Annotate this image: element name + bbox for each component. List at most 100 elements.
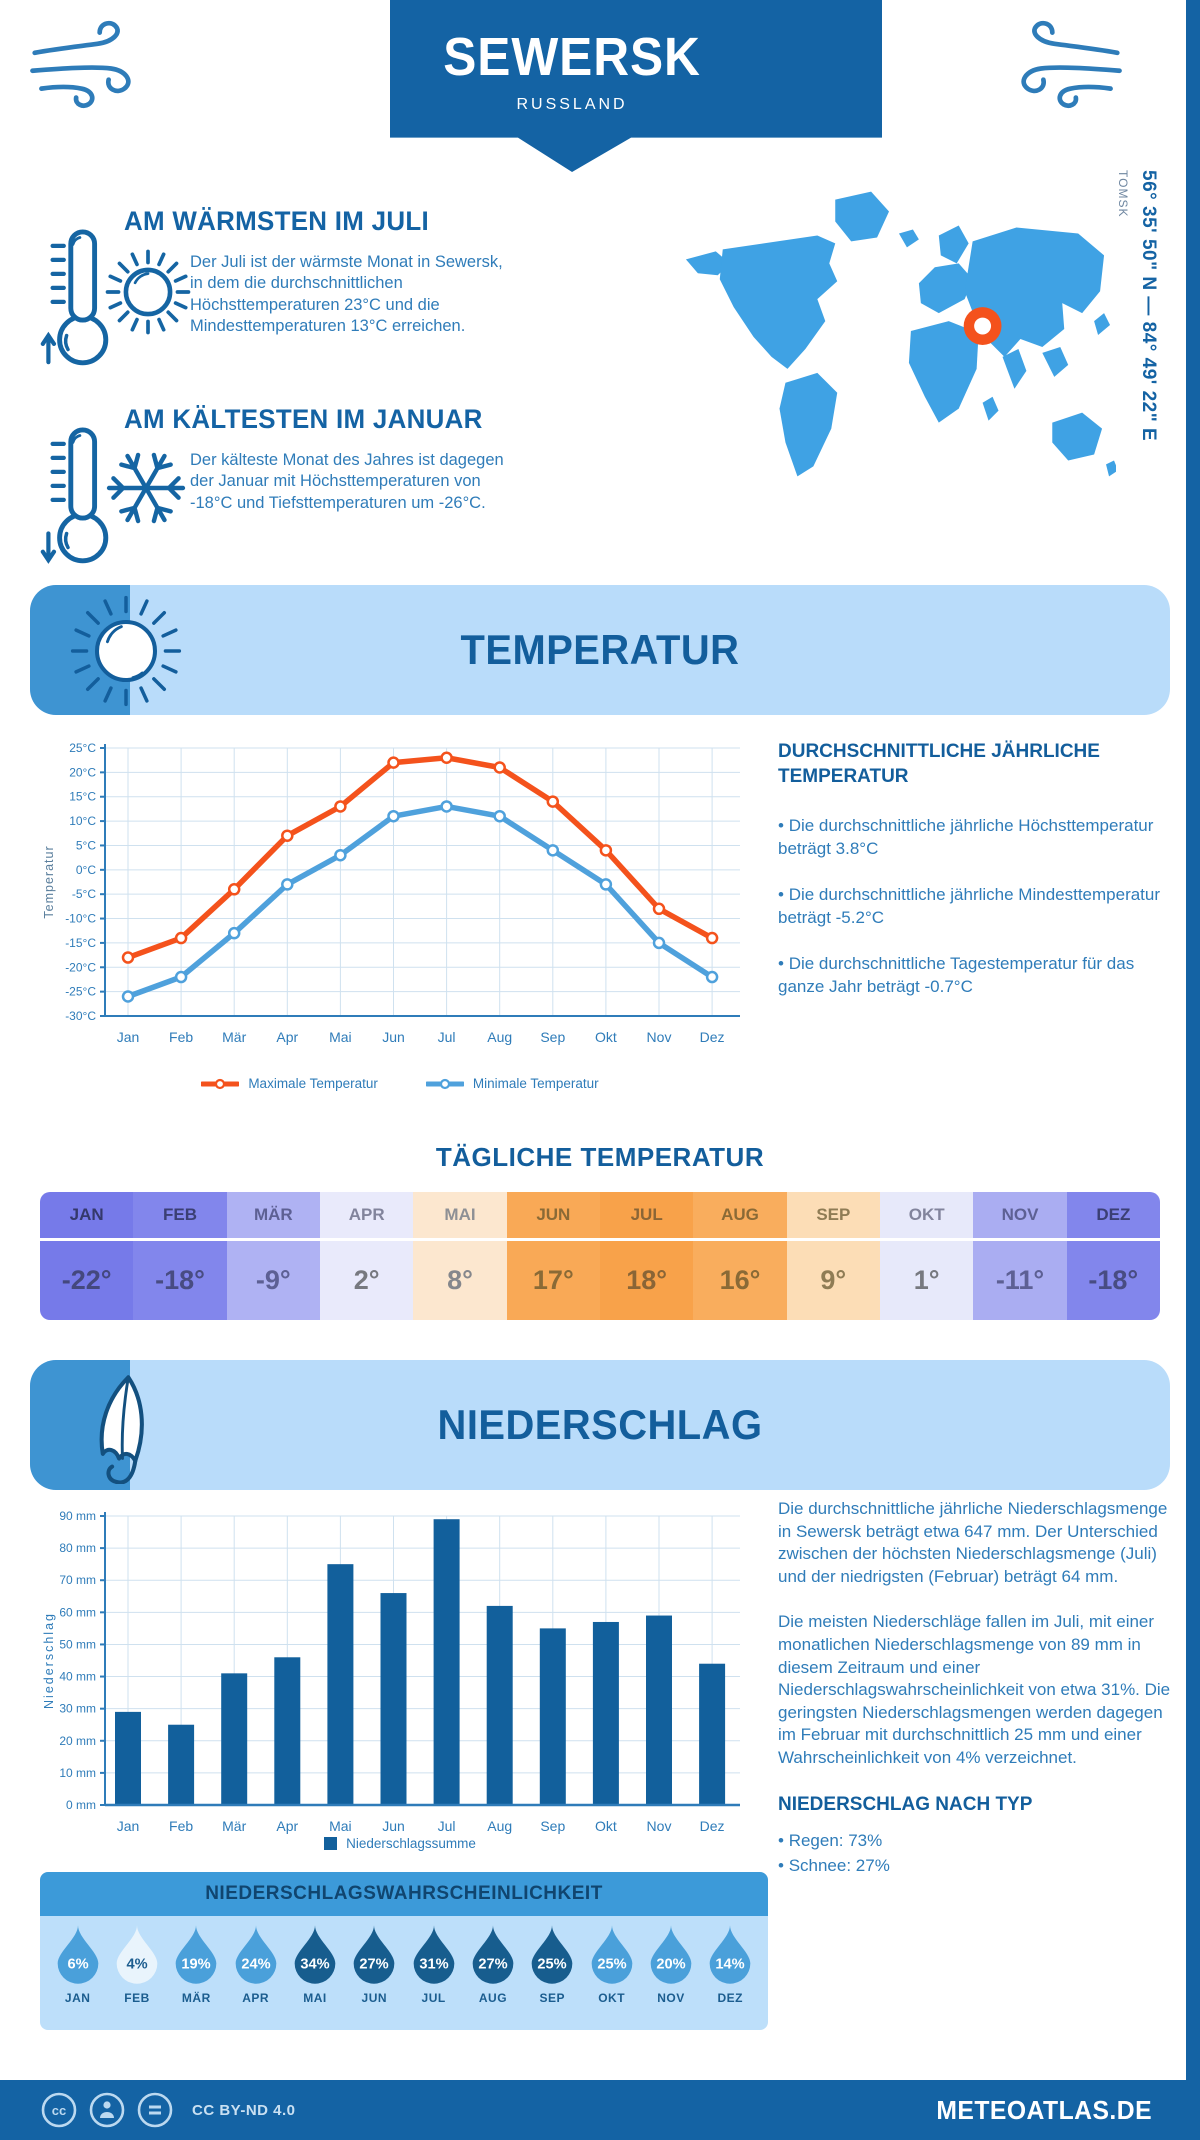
- daily-value: 9°: [786, 1238, 880, 1320]
- probability-column-feb: 4% FEB: [107, 1924, 166, 2030]
- svg-text:20%: 20%: [656, 1956, 685, 1972]
- daily-month-label: AUG: [693, 1192, 787, 1238]
- wind-icon: [1021, 20, 1122, 108]
- daily-column-jun: JUN 17°: [506, 1192, 600, 1320]
- legend-swatch: [201, 1078, 240, 1089]
- daily-temperature-title: TÄGLICHE TEMPERATUR: [435, 1142, 765, 1172]
- svg-text:10 mm: 10 mm: [59, 1766, 96, 1780]
- warmest-title: AM WÄRMSTEN IM JULI: [124, 206, 429, 236]
- legend-item: Niederschlagssumme: [324, 1836, 476, 1851]
- precipitation-paragraphs: Die durchschnittliche jährliche Niedersc…: [778, 1498, 1178, 1770]
- svg-text:27%: 27%: [478, 1956, 507, 1972]
- daily-value: 1°: [880, 1238, 974, 1320]
- svg-text:-5°C: -5°C: [72, 887, 96, 901]
- precipitation-paragraph: Die meisten Niederschläge fallen im Juli…: [778, 1612, 1171, 1768]
- svg-text:40 mm: 40 mm: [59, 1670, 96, 1684]
- temperature-line-chart: Jan Feb Mär Apr Mai Jun Jul Aug Sep Okt Nov Dez -30°…: [42, 741, 740, 1045]
- precipitation-legend: Niederschlagssumme: [40, 1836, 760, 1851]
- daily-column-sep: SEP 9°: [786, 1192, 880, 1320]
- precipitation-bar-chart: 0 mm 10 mm 20 mm 30 mm 40 mm 50 mm 60 mm 70 mm 8…: [42, 1509, 740, 1834]
- probability-column-mär: 19% MÄR: [167, 1924, 226, 2030]
- probability-month-label: MAI: [303, 1991, 327, 2005]
- legend-label: Maximale Temperatur: [248, 1076, 378, 1091]
- svg-text:25%: 25%: [597, 1956, 626, 1972]
- svg-text:Okt: Okt: [595, 1818, 617, 1834]
- svg-text:0°C: 0°C: [76, 863, 96, 877]
- probability-column-aug: 27% AUG: [463, 1924, 522, 2030]
- svg-text:Mär: Mär: [222, 1818, 246, 1834]
- svg-text:34%: 34%: [300, 1956, 329, 1972]
- probability-column-apr: 24% APR: [226, 1924, 285, 2030]
- svg-text:31%: 31%: [419, 1956, 448, 1972]
- droplet-icon: 25%: [531, 1925, 573, 1984]
- map-continents: [685, 191, 1118, 477]
- svg-text:70 mm: 70 mm: [59, 1573, 96, 1587]
- svg-text:Jun: Jun: [382, 1818, 405, 1834]
- svg-text:24%: 24%: [241, 1956, 270, 1972]
- daily-value: 16°: [693, 1238, 787, 1320]
- coldest-text: Der kälteste Monat des Jahres ist dagege…: [190, 451, 504, 512]
- sun-icon: [70, 595, 182, 707]
- annual-temperature-bullets: Die durchschnittliche jährliche Höchstte…: [778, 815, 1176, 998]
- svg-text:25°C: 25°C: [69, 741, 96, 755]
- precipitation-text-column: Die durchschnittliche jährliche Niedersc…: [778, 1498, 1178, 1879]
- probability-column-sep: 25% SEP: [523, 1924, 582, 2030]
- daily-column-jan: JAN -22°: [40, 1192, 134, 1320]
- daily-value: -22°: [40, 1238, 134, 1320]
- droplet-icon: 31%: [413, 1925, 454, 1984]
- daily-value: -18°: [133, 1238, 227, 1320]
- svg-text:20 mm: 20 mm: [59, 1734, 96, 1748]
- droplet-icon: 25%: [591, 1925, 632, 1984]
- daily-column-nov: NOV -11°: [973, 1192, 1067, 1320]
- site-label: METEOATLAS.DE: [936, 2095, 1152, 2125]
- svg-text:Feb: Feb: [169, 1029, 193, 1045]
- svg-text:15°C: 15°C: [69, 790, 96, 804]
- precipitation-by-type-title: NIEDERSCHLAG NACH TYP: [778, 1793, 1033, 1815]
- daily-month-label: JUL: [600, 1192, 694, 1238]
- svg-text:25%: 25%: [538, 1956, 567, 1972]
- probability-month-label: FEB: [124, 1991, 150, 2005]
- page-title: SEWERSK: [443, 27, 701, 87]
- svg-text:Aug: Aug: [487, 1029, 512, 1045]
- svg-text:19%: 19%: [182, 1956, 211, 1972]
- daily-month-label: JUN: [506, 1192, 600, 1238]
- annual-temperature-column: DURCHSCHNITTLICHE JÄHRLICHE TEMPERATUR D…: [778, 740, 1176, 1022]
- droplet-icon: 24%: [235, 1925, 276, 1984]
- coldest-title: AM KÄLTESTEN IM JANUAR: [124, 404, 483, 434]
- daily-column-mai: MAI 8°: [413, 1192, 507, 1320]
- precipitation-by-type-bullets: Regen: 73%Schnee: 27%: [778, 1829, 1178, 1878]
- thermometer-down-icon: [40, 427, 109, 564]
- droplet-icon: 14%: [709, 1925, 751, 1984]
- svg-text:Sep: Sep: [540, 1029, 565, 1045]
- probability-column-nov: 20% NOV: [641, 1924, 700, 2030]
- precipitation-type-bullet: Regen: 73%: [778, 1829, 1178, 1854]
- person-icon: [89, 2092, 125, 2128]
- page-subtitle: RUSSLAND: [516, 96, 628, 113]
- probability-month-label: JUL: [421, 1991, 446, 2005]
- probability-month-label: JAN: [64, 1991, 91, 2005]
- droplet-icon: 27%: [472, 1925, 514, 1984]
- equals-icon: [137, 2092, 173, 2128]
- probability-month-label: NOV: [657, 1991, 685, 2005]
- header-banner: SEWERSK RUSSLAND: [390, 0, 882, 172]
- temperature-section-band: TEMPERATUR: [30, 585, 1170, 715]
- daily-month-label: SEP: [786, 1192, 880, 1238]
- precipitation-probability-panel: NIEDERSCHLAGSWAHRSCHEINLICHKEIT 6% JAN 4% F…: [40, 1872, 768, 2030]
- precipitation-section-band: NIEDERSCHLAG: [30, 1360, 1170, 1490]
- svg-text:Apr: Apr: [276, 1029, 298, 1045]
- license-label: CC BY-ND 4.0: [192, 2101, 296, 2119]
- coordinates-block: TOMSK 56° 35' 50" N — 84° 49' 22" E: [1116, 170, 1159, 560]
- world-map: [668, 170, 1118, 502]
- svg-text:Mai: Mai: [329, 1818, 352, 1834]
- daily-column-aug: AUG 16°: [693, 1192, 787, 1320]
- cc-icon: cc: [41, 2092, 77, 2128]
- daily-value: -9°: [226, 1238, 320, 1320]
- umbrella-icon: [99, 1375, 144, 1484]
- svg-text:Mär: Mär: [222, 1029, 246, 1045]
- daily-month-label: MÄR: [226, 1192, 320, 1238]
- svg-text:Dez: Dez: [700, 1029, 725, 1045]
- svg-text:Mai: Mai: [329, 1029, 352, 1045]
- svg-text:Niederschlag: Niederschlag: [42, 1612, 56, 1709]
- probability-month-label: APR: [242, 1991, 270, 2005]
- daily-month-label: MAI: [413, 1192, 507, 1238]
